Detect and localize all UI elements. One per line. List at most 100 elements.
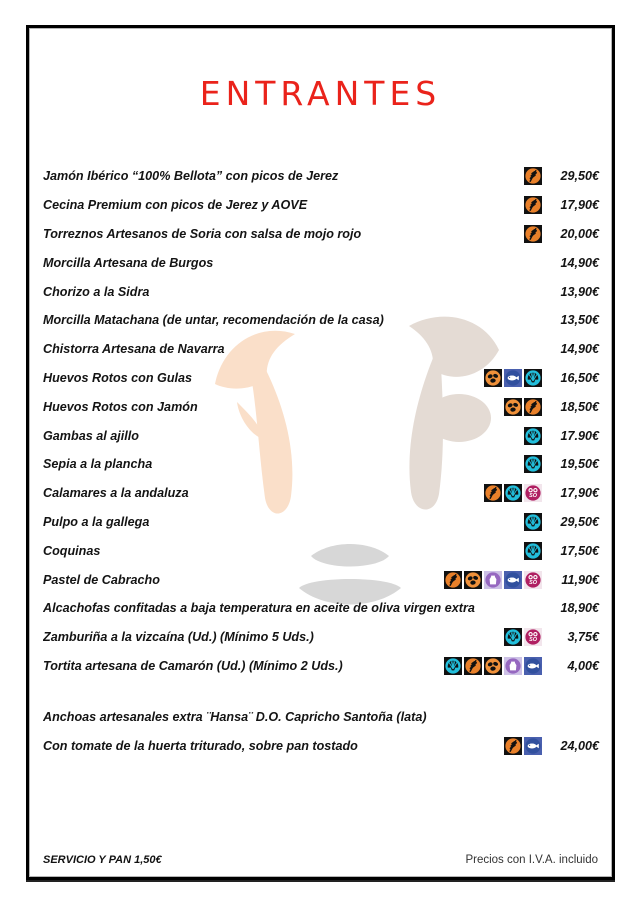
fish-icon <box>504 570 522 589</box>
allergen-icons <box>504 736 542 755</box>
svg-text:SO: SO <box>529 637 538 643</box>
allergen-icons <box>524 541 542 560</box>
svg-text:SO: SO <box>529 580 538 586</box>
menu-page: ENTRANTES Jamón Ibérico “100% Bellota” c… <box>26 25 615 880</box>
gluten-wheat-icon <box>524 167 542 186</box>
fish-icon <box>504 368 522 387</box>
mollusc-shell-icon <box>444 656 462 675</box>
allergen-icons <box>524 196 542 215</box>
menu-item-name: Pastel de Cabracho <box>43 572 160 587</box>
menu-item-row: Cecina Premium con picos de Jerez y AOVE… <box>43 191 599 220</box>
vat-included-note: Precios con I.V.A. incluido <box>465 854 598 866</box>
allergen-icons <box>524 224 542 243</box>
sulphites-so2-icon: SO <box>524 628 542 647</box>
menu-item-name: Huevos Rotos con Gulas <box>43 370 193 385</box>
menu-item-name: Morcilla Artesana de Burgos <box>43 255 214 270</box>
allergen-icons <box>524 167 542 186</box>
allergen-icons <box>504 397 542 416</box>
menu-list: Jamón Ibérico “100% Bellota” con picos d… <box>43 162 599 760</box>
gluten-wheat-icon <box>444 570 462 589</box>
allergen-icons: SO <box>484 484 542 503</box>
menu-item-row: Zamburiña a la vizcaína (Ud.) (Mínimo 5 … <box>43 623 599 652</box>
menu-item-name: Tortita artesana de Camarón (Ud.) (Mínim… <box>43 658 343 673</box>
mollusc-shell-icon <box>524 455 542 474</box>
menu-item-name: Cecina Premium con picos de Jerez y AOVE <box>43 198 308 213</box>
menu-item-name: Alcachofas confitadas a baja temperatura… <box>43 601 475 616</box>
menu-item-price: 14,90€ <box>560 342 599 357</box>
gluten-wheat-icon <box>524 397 542 416</box>
egg-icon <box>484 656 502 675</box>
page-title: ENTRANTES <box>199 74 442 113</box>
menu-item-row: Coquinas 17,50€ <box>43 536 599 565</box>
menu-item-price: 20,00€ <box>560 226 599 241</box>
allergen-icons <box>444 656 542 675</box>
mollusc-shell-icon <box>524 512 542 531</box>
menu-item-name: Zamburiña a la vizcaína (Ud.) (Mínimo 5 … <box>43 630 314 645</box>
gluten-wheat-icon <box>504 736 522 755</box>
menu-item-row: Jamón Ibérico “100% Bellota” con picos d… <box>43 162 599 191</box>
menu-item-name: Huevos Rotos con Jamón <box>43 399 198 414</box>
menu-item-name: Jamón Ibérico “100% Bellota” con picos d… <box>43 169 339 184</box>
mollusc-shell-icon <box>524 368 542 387</box>
menu-item-row: Calamares a la andaluza SO 17,90€ <box>43 479 599 508</box>
allergen-icons <box>484 368 542 387</box>
menu-item-name: Torreznos Artesanos de Soria con salsa d… <box>43 226 362 241</box>
menu-item-price: 13,90€ <box>560 284 599 299</box>
menu-item-row: Chistorra Artesana de Navarra 14,90€ <box>43 335 599 364</box>
egg-icon <box>464 570 482 589</box>
menu-item-row: Huevos Rotos con Jamón 18,50€ <box>43 392 599 421</box>
menu-item-price: 17,90€ <box>560 486 599 501</box>
menu-item-price: 29,50€ <box>560 169 599 184</box>
menu-item-price: 14,90€ <box>560 255 599 270</box>
sulphites-so2-icon: SO <box>524 570 542 589</box>
menu-item-name: Chorizo a la Sidra <box>43 284 150 299</box>
allergen-icons <box>524 512 542 531</box>
svg-text:SO: SO <box>529 493 538 499</box>
menu-item-price: 24,00€ <box>560 738 599 753</box>
menu-item-name: Sepia a la plancha <box>43 457 153 472</box>
menu-item-price: 4,00€ <box>567 658 599 673</box>
mollusc-shell-icon <box>524 541 542 560</box>
menu-item-row: Tortita artesana de Camarón (Ud.) (Mínim… <box>43 652 599 681</box>
milk-jug-icon <box>484 570 502 589</box>
sulphites-so2-icon: SO <box>524 484 542 503</box>
allergen-icons <box>524 455 542 474</box>
menu-item-row: Morcilla Matachana (de untar, recomendac… <box>43 306 599 335</box>
page-footer: SERVICIO Y PAN 1,50€ Precios con I.V.A. … <box>43 854 598 866</box>
menu-item-price: 17,50€ <box>560 543 599 558</box>
menu-item-price: 18,90€ <box>560 601 599 616</box>
menu-item-price: 3,75€ <box>567 630 599 645</box>
menu-item-row: Torreznos Artesanos de Soria con salsa d… <box>43 220 599 249</box>
menu-item-name: Con tomate de la huerta triturado, sobre… <box>43 738 358 753</box>
gluten-wheat-icon <box>524 224 542 243</box>
menu-item-price: 13,50€ <box>560 313 599 328</box>
fish-icon <box>524 736 542 755</box>
menu-item-row: Huevos Rotos con Gulas 16,50€ <box>43 364 599 393</box>
allergen-icons <box>524 426 542 445</box>
menu-item-price: 17,90€ <box>560 198 599 213</box>
menu-item-price: 11,90€ <box>561 572 599 587</box>
menu-item-row: Morcilla Artesana de Burgos 14,90€ <box>43 248 599 277</box>
menu-item-name: Chistorra Artesana de Navarra <box>43 342 225 357</box>
egg-icon <box>504 397 522 416</box>
menu-item-name: Gambas al ajillo <box>43 428 139 443</box>
menu-item-name: Morcilla Matachana (de untar, recomendac… <box>43 313 384 328</box>
milk-jug-icon <box>504 656 522 675</box>
gluten-wheat-icon <box>464 656 482 675</box>
fish-icon <box>524 656 542 675</box>
menu-item-row: Sepia a la plancha 19,50€ <box>43 450 599 479</box>
menu-item-price: 18,50€ <box>560 399 599 414</box>
service-and-bread-note: SERVICIO Y PAN 1,50€ <box>43 854 162 866</box>
egg-icon <box>484 368 502 387</box>
menu-item-row: Con tomate de la huerta triturado, sobre… <box>43 731 599 760</box>
menu-item-row: Pulpo a la gallega 29,50€ <box>43 508 599 537</box>
menu-item-price: 19,50€ <box>560 457 599 472</box>
menu-item-price: 29,50€ <box>560 514 599 529</box>
menu-item-row: Gambas al ajillo 17.90€ <box>43 421 599 450</box>
menu-item-price: 16,50€ <box>560 370 599 385</box>
menu-item-row: Chorizo a la Sidra 13,90€ <box>43 277 599 306</box>
allergen-icons: SO <box>504 628 542 647</box>
mollusc-shell-icon <box>504 484 522 503</box>
allergen-icons: SO <box>444 570 542 589</box>
menu-item-row: Pastel de Cabracho SO 11,90€ <box>43 565 599 594</box>
